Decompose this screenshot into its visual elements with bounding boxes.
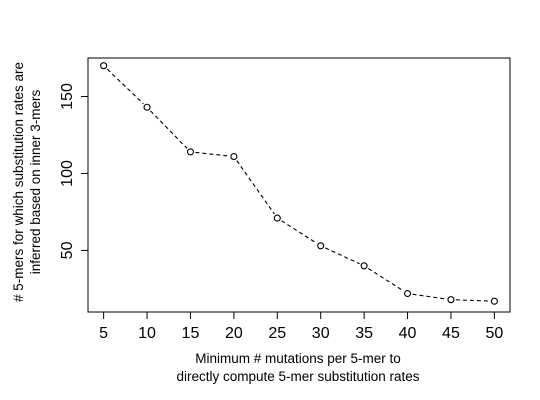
y-tick-label: 150 [59, 83, 76, 110]
data-point [273, 214, 281, 222]
x-tick-label: 5 [99, 325, 108, 342]
data-point [447, 296, 455, 304]
series-line-segment [150, 110, 188, 149]
series-line-segment [106, 68, 144, 105]
x-tick-label: 20 [225, 325, 243, 342]
x-axis-title-line-1: Minimum # mutations per 5-mer to [195, 351, 401, 366]
x-tick-label: 25 [268, 325, 286, 342]
series-line-segment [195, 151, 229, 157]
series-line-segment [236, 160, 275, 215]
data-point [360, 262, 368, 270]
data-point [317, 242, 325, 250]
plot-frame [87, 57, 511, 313]
x-tick-label: 40 [399, 325, 417, 342]
x-tick-label: 30 [312, 325, 330, 342]
y-tick-label: 50 [59, 241, 76, 259]
x-axis: 5 10 15 20 25 30 35 40 45 50 [99, 312, 503, 342]
x-tick-label: 15 [182, 325, 200, 342]
x-tick-label: 45 [442, 325, 460, 342]
x-axis-title-line-2: directly compute 5-mer substitution rate… [176, 369, 419, 384]
data-point [230, 152, 238, 161]
x-tick-label: 10 [138, 325, 156, 342]
plot-area [87, 57, 511, 313]
data-point [143, 103, 151, 111]
data-point [186, 148, 195, 156]
data-point [490, 297, 498, 305]
data-point [403, 289, 412, 298]
series-line-segment [455, 299, 490, 302]
y-axis: 50 100 150 [59, 83, 88, 259]
x-tick-label: 35 [355, 325, 373, 342]
data-point [100, 62, 108, 70]
y-axis-title-line-2: inferred based on inner 3-mers [28, 89, 43, 274]
series-line-segment [325, 247, 360, 265]
y-axis-title-line-1: # 5-mers for which substitution rates ar… [11, 62, 26, 302]
y-tick-label: 100 [59, 160, 76, 187]
x-tick-label: 50 [485, 325, 503, 342]
series-line-segment [412, 293, 447, 300]
series-group [100, 62, 498, 305]
